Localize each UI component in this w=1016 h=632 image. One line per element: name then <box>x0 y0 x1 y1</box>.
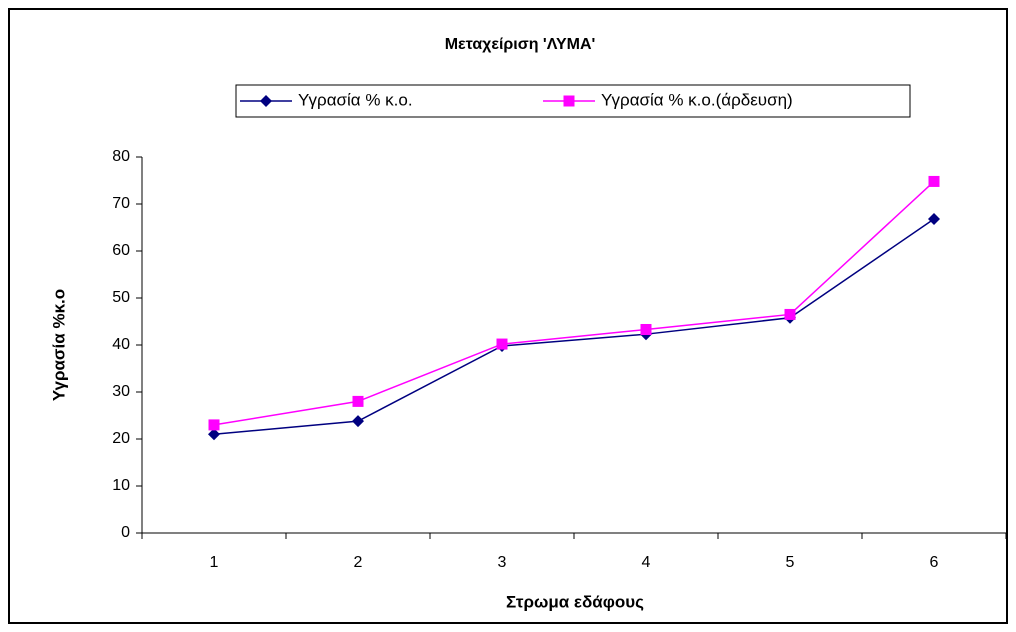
chart-title: Μεταχείριση 'ΛΥΜΑ' <box>445 36 596 53</box>
x-tick-label: 3 <box>498 554 507 571</box>
x-tick-label: 6 <box>930 554 939 571</box>
data-point <box>352 395 364 407</box>
data-point <box>784 308 796 320</box>
y-tick-label: 80 <box>112 148 130 165</box>
series-line <box>213 180 935 426</box>
legend-label: Υγρασία % κ.ο. <box>298 90 413 109</box>
legend-label: Υγρασία % κ.ο.(άρδευση) <box>601 90 793 109</box>
data-point <box>928 213 940 226</box>
y-axis-label: Υγρασία %κ.ο <box>49 289 68 401</box>
y-tick-label: 10 <box>112 477 130 494</box>
y-tick-label: 20 <box>112 430 130 447</box>
y-tick-label: 40 <box>112 336 130 353</box>
x-tick-label: 2 <box>354 554 363 571</box>
y-tick-label: 50 <box>112 289 130 306</box>
y-tick-label: 30 <box>112 383 130 400</box>
data-point <box>640 323 652 335</box>
data-point <box>496 338 508 350</box>
y-tick-label: 0 <box>121 524 130 541</box>
legend-marker <box>563 95 575 107</box>
series-line <box>213 218 935 436</box>
data-point <box>208 428 220 441</box>
y-tick-label: 60 <box>112 242 130 259</box>
data-point <box>352 415 364 428</box>
data-point <box>208 419 220 431</box>
legend-marker <box>260 95 272 107</box>
x-axis-label: Στρωμα εδάφους <box>506 592 644 611</box>
data-point <box>928 175 940 187</box>
x-tick-label: 1 <box>210 554 219 571</box>
x-tick-label: 4 <box>642 554 651 571</box>
y-tick-label: 70 <box>112 195 130 212</box>
x-tick-label: 5 <box>786 554 795 571</box>
